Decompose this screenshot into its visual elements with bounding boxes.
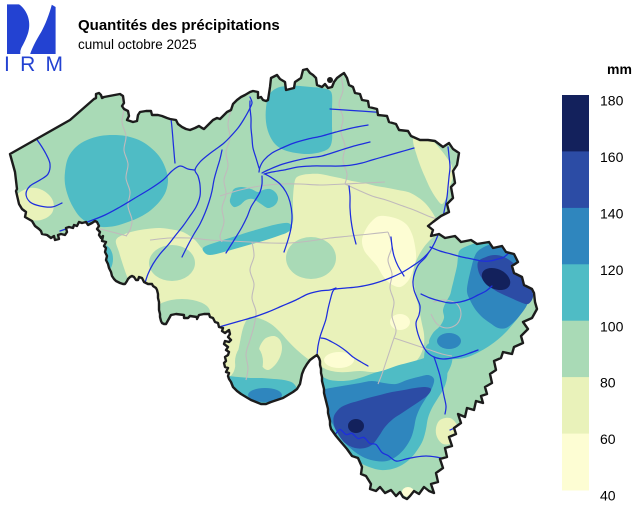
svg-text:180: 180 (600, 93, 624, 109)
svg-text:100: 100 (600, 318, 624, 334)
svg-text:120: 120 (600, 262, 624, 278)
svg-text:140: 140 (600, 206, 624, 222)
svg-text:mm: mm (607, 61, 632, 77)
svg-text:IRM: IRM (4, 53, 64, 76)
svg-text:cumul octobre 2025: cumul octobre 2025 (78, 37, 197, 52)
svg-text:60: 60 (600, 431, 616, 447)
svg-text:160: 160 (600, 149, 624, 165)
svg-text:40: 40 (600, 488, 616, 504)
svg-text:Quantités des précipitations: Quantités des précipitations (78, 17, 280, 34)
svg-text:80: 80 (600, 375, 616, 391)
